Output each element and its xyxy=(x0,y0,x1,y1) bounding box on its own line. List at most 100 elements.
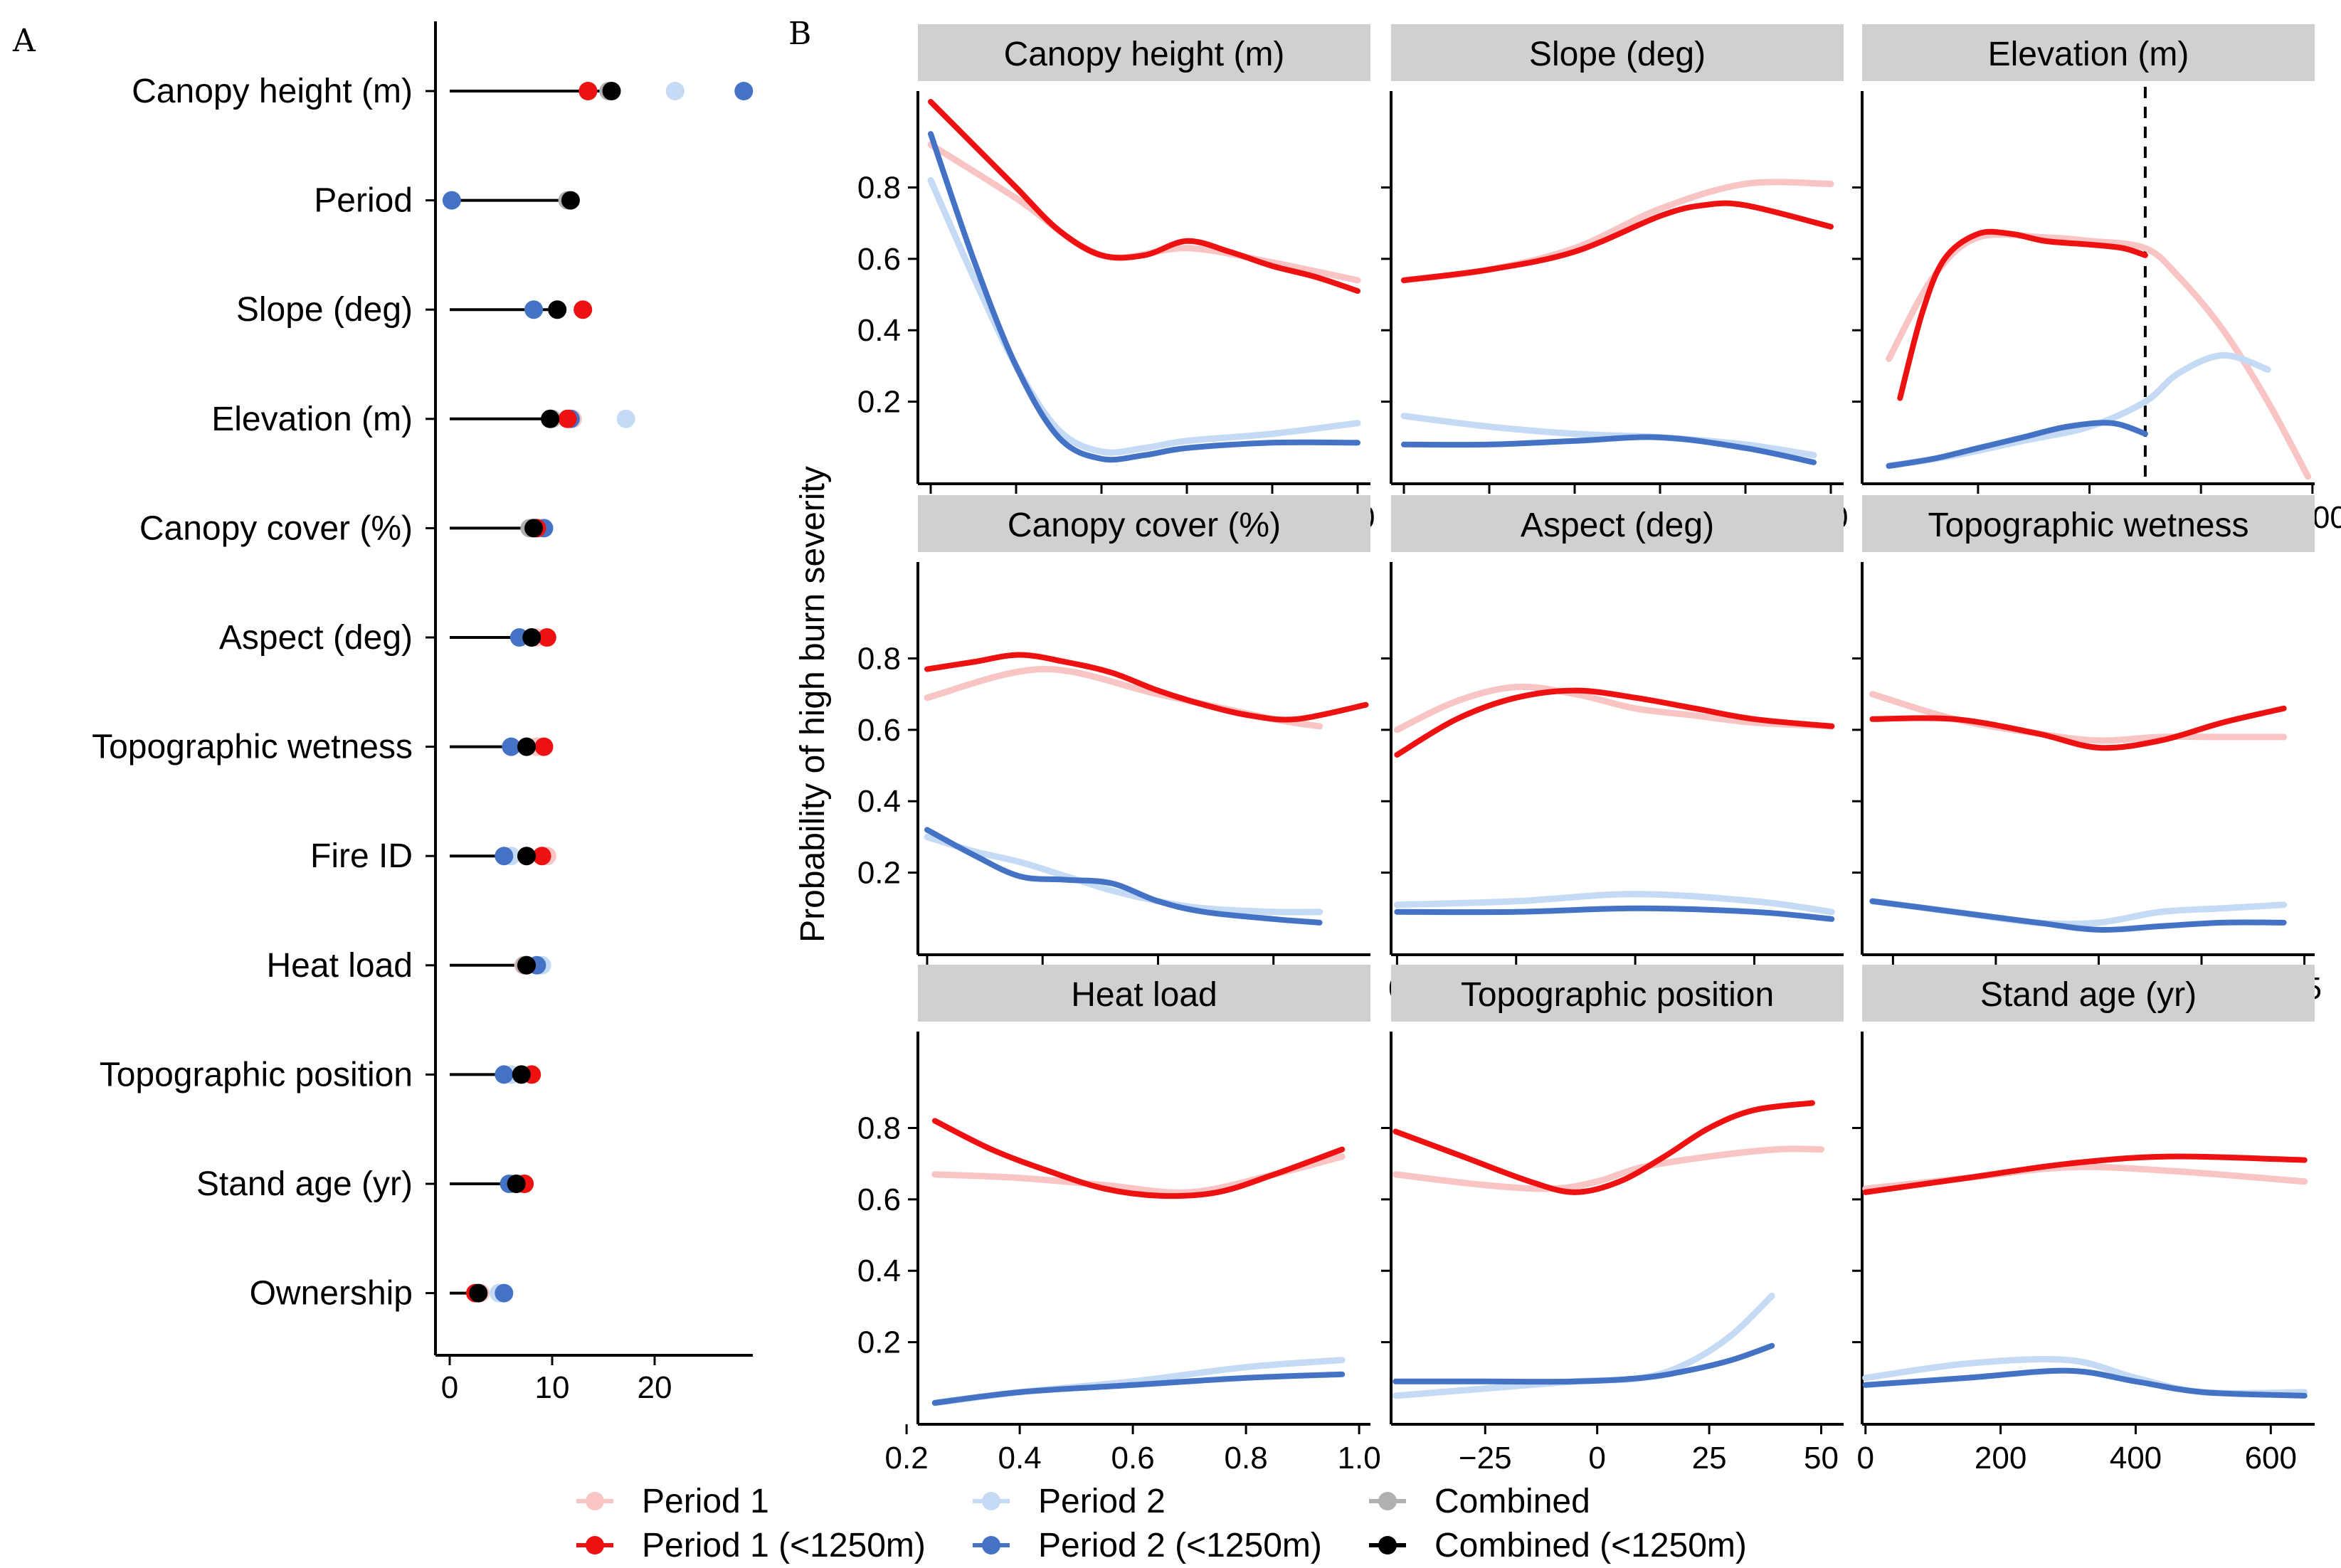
series-line-period-1 xyxy=(1886,231,2312,480)
panel-a-point-p1_low xyxy=(578,82,598,100)
panel-a-point-comb_low xyxy=(469,1283,488,1303)
panel-a-point-comb_low xyxy=(517,955,536,975)
facet-y-tick-label: 0.6 xyxy=(857,1182,901,1217)
series-line-period-1-low xyxy=(1394,687,1835,758)
panel-a-row-label: Fire ID xyxy=(310,837,413,875)
panel-a-letter: A xyxy=(12,23,36,59)
panel-a-row-label: Topographic position xyxy=(100,1056,413,1093)
facet-x-tick-label: 200 xyxy=(1975,1441,2026,1476)
facet-strip xyxy=(918,495,1370,552)
legend-key-point xyxy=(982,1536,1000,1554)
panel-a-point-comb_low xyxy=(517,737,536,756)
facet-title: Elevation (m) xyxy=(1988,36,2189,73)
facet-y-tick-label: 0.2 xyxy=(857,856,901,891)
panel-a-point-p1_low xyxy=(534,737,554,756)
series-line-period-1-low xyxy=(1862,1153,2308,1195)
facet-x-tick-label: 0.2 xyxy=(885,1441,929,1476)
facet-strip xyxy=(1391,965,1844,1022)
series-line-period-1-low xyxy=(1897,228,2148,401)
legend: Period 1 Period 1 (<1250m) Period 2 Period … xyxy=(576,1483,1747,1564)
facet-title: Heat load xyxy=(1071,976,1217,1014)
facet-strip xyxy=(1862,495,2315,552)
panel-a-row-label: Canopy cover (%) xyxy=(139,509,413,547)
facet-panel: Topographic wetness510152025 xyxy=(1852,495,2322,1006)
facet-x-tick-label: −25 xyxy=(1459,1441,1512,1476)
facet-x-tick-label: 0.6 xyxy=(1111,1441,1155,1476)
series-line-period-2-low xyxy=(1393,1342,1775,1385)
facet-y-tick-label: 0.2 xyxy=(857,385,901,420)
series-line-period-2 xyxy=(924,833,1323,916)
panel-a-point-comb_low xyxy=(507,1175,526,1193)
panel-a-point-comb_low xyxy=(541,409,560,428)
panel-a-point-p2_low xyxy=(442,191,461,210)
facet-y-tick-label: 0.6 xyxy=(857,713,901,748)
legend-label: Period 2 (<1250m) xyxy=(1038,1527,1322,1564)
panel-a-row-label: Topographic wetness xyxy=(92,729,413,766)
legend-label: Combined xyxy=(1434,1483,1590,1520)
facet-y-tick-label: 0.6 xyxy=(857,242,901,277)
facet-panel: Aspect (deg)0100200300 xyxy=(1381,495,1844,1006)
facet-y-tick-label: 0.2 xyxy=(857,1325,901,1360)
facet-x-tick-label: 0 xyxy=(1857,1441,1874,1476)
panel-a-dot-chart: 0 10 20 Canopy height (m) Period Slope (deg) E… xyxy=(92,21,754,1405)
panel-a-point-p2 xyxy=(616,409,635,428)
facet-strip xyxy=(1391,495,1844,552)
panel-a-point-comb_low xyxy=(548,300,567,319)
series-line-period-2 xyxy=(1862,1355,2308,1397)
facet-y-tick-label: 0.8 xyxy=(857,170,901,205)
panel-a-point-p2_low xyxy=(495,1065,514,1084)
legend-key-point xyxy=(586,1536,604,1554)
facet-title: Topographic wetness xyxy=(1928,507,2249,544)
facet-x-tick-label: 600 xyxy=(2245,1441,2297,1476)
facet-strip xyxy=(1391,24,1844,81)
panel-a-point-p2_low xyxy=(502,737,521,756)
panel-a-row-label: Aspect (deg) xyxy=(219,619,413,657)
legend-key-point xyxy=(1378,1492,1397,1510)
panel-b-y-axis-label: Probability of high burn severity xyxy=(794,466,832,943)
panel-a-point-comb_low xyxy=(602,82,621,100)
series-line-period-2 xyxy=(1886,351,2271,470)
series-line-period-2-low xyxy=(1869,898,2287,933)
series-line-period-1-low xyxy=(931,1118,1346,1199)
facet-panel: Heat load 0.2 0.4 0.6 0.8 0.2 0.4 0.6 0.8 1.0 xyxy=(857,965,1381,1476)
facet-y-tick-label: 0.8 xyxy=(857,641,901,676)
panel-a-point-comb_low xyxy=(512,1065,531,1084)
facet-title: Stand age (yr) xyxy=(1980,976,2197,1014)
facet-title: Aspect (deg) xyxy=(1521,507,1714,544)
series-line-period-1-low xyxy=(924,652,1369,723)
panel-a-point-p2_low xyxy=(495,1283,514,1303)
facet-strip xyxy=(1862,965,2315,1022)
legend-label: Period 1 (<1250m) xyxy=(642,1527,926,1564)
series-line-period-1-low xyxy=(1393,1100,1815,1195)
series-line-period-1-low xyxy=(1869,705,2287,751)
legend-label: Period 2 xyxy=(1038,1483,1166,1520)
panel-a-point-comb_low xyxy=(522,628,541,647)
facet-strip xyxy=(1862,24,2315,81)
series-line-period-1 xyxy=(1392,1145,1825,1192)
series-line-period-1 xyxy=(1393,683,1835,733)
panel-a-point-p2_low xyxy=(495,847,514,866)
facet-title: Canopy height (m) xyxy=(1004,36,1285,73)
series-line-period-2 xyxy=(1400,413,1817,459)
facet-x-tick-label: 0.8 xyxy=(1225,1441,1268,1476)
panel-a-row-label: Heat load xyxy=(267,947,413,985)
facet-title: Canopy cover (%) xyxy=(1008,507,1281,544)
series-line-period-2-low xyxy=(1886,420,2148,469)
series-line-period-2 xyxy=(1393,891,1835,916)
panel-a-point-comb_low xyxy=(561,191,580,210)
legend-label: Period 1 xyxy=(642,1483,769,1520)
panel-a-x-tick-label: 10 xyxy=(535,1370,570,1405)
series-line-period-2-low xyxy=(928,131,1360,463)
facet-x-tick-label: 0 xyxy=(1588,1441,1605,1476)
facet-y-tick-label: 0.8 xyxy=(857,1111,901,1145)
panel-b-letter: B xyxy=(788,16,811,52)
panel-a-point-p1_low xyxy=(532,847,551,866)
series-line-period-2-low xyxy=(1401,434,1817,465)
legend-key-point xyxy=(586,1492,604,1510)
panel-a-point-comb_low xyxy=(517,847,536,866)
series-line-period-2-low xyxy=(1394,905,1835,922)
legend-label: Combined (<1250m) xyxy=(1434,1527,1747,1564)
panel-b-facets: Canopy height (m)0.20.40.60.801020304050… xyxy=(857,24,2341,1476)
facet-x-tick-label: 50 xyxy=(1804,1441,1839,1476)
